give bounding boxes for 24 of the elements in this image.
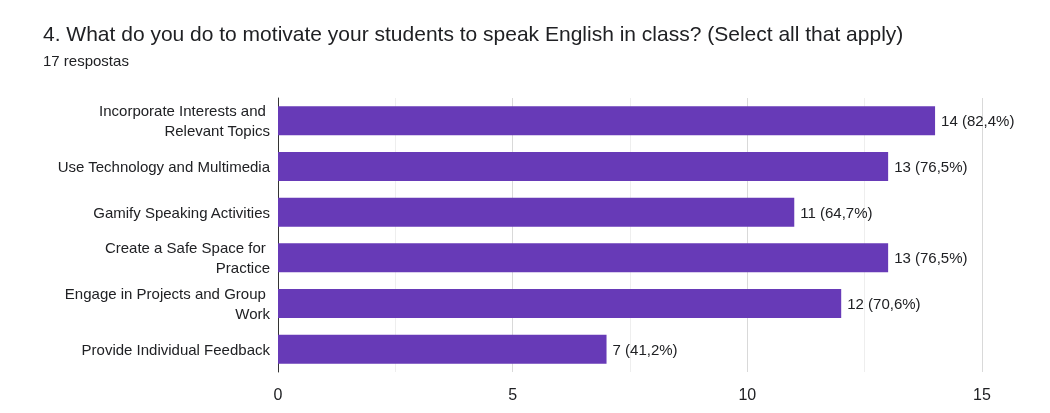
- bar: [278, 334, 607, 364]
- chart-title: 4. What do you do to motivate your students to speak English in class? (Select all that apply): [43, 22, 904, 45]
- y-tick-label: Gamify Speaking Activities: [93, 203, 270, 221]
- x-tick-label: 0: [273, 385, 283, 403]
- bar: [278, 289, 842, 318]
- y-tick-label: Engage in Projects and Group Work: [64, 285, 271, 322]
- data-label: 12 (70,6%): [847, 295, 921, 312]
- y-tick-label: Create a Safe Space for Practice: [104, 239, 270, 277]
- bar: [278, 106, 936, 136]
- data-label: 11 (64,7%): [800, 203, 873, 221]
- x-tick-label: 15: [973, 385, 991, 403]
- bar: [278, 152, 889, 181]
- data-label: 13 (76,5%): [894, 249, 968, 267]
- y-tick-label: Incorporate Interests and Relevant Topics: [99, 102, 270, 140]
- y-tick-label: Use Technology and Multimedia: [57, 158, 271, 175]
- data-label: 13 (76,5%): [894, 158, 968, 175]
- text: 17 respostas: [43, 52, 129, 69]
- data-label: 14 (82,4%): [941, 112, 1015, 130]
- data-label: 7 (41,2%): [612, 340, 678, 358]
- x-tick-label: 10: [738, 385, 757, 403]
- bar: [278, 197, 795, 227]
- bar: [278, 243, 889, 273]
- y-tick-label: Provide Individual Feedback: [81, 340, 271, 358]
- x-tick-label: 5: [508, 385, 518, 403]
